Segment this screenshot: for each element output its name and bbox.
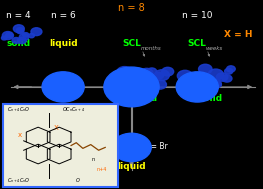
Circle shape (140, 68, 153, 77)
Circle shape (117, 67, 132, 78)
Circle shape (1, 36, 7, 40)
Circle shape (225, 68, 233, 74)
Circle shape (42, 72, 84, 102)
Text: $OC_nC_{n+4}$: $OC_nC_{n+4}$ (62, 105, 85, 114)
Circle shape (176, 72, 218, 102)
Text: $C_{n+4}C_nO$: $C_{n+4}C_nO$ (7, 105, 30, 114)
Circle shape (17, 28, 24, 33)
Circle shape (104, 67, 159, 107)
Circle shape (216, 73, 228, 81)
Text: n+4: n+4 (96, 167, 107, 172)
Circle shape (213, 82, 221, 88)
Circle shape (199, 64, 212, 74)
Circle shape (12, 37, 20, 43)
Text: $O$: $O$ (75, 177, 80, 184)
Text: liquid: liquid (49, 39, 77, 48)
Text: X = H: X = H (224, 29, 252, 39)
Circle shape (154, 72, 164, 79)
Circle shape (194, 77, 208, 87)
Circle shape (132, 80, 141, 87)
Circle shape (6, 33, 13, 38)
Circle shape (31, 28, 42, 36)
Text: solid: solid (198, 94, 222, 103)
Circle shape (162, 67, 174, 76)
Text: n = 4: n = 4 (6, 11, 31, 20)
Circle shape (126, 68, 135, 74)
Circle shape (17, 37, 26, 44)
Circle shape (13, 25, 24, 33)
Text: months: months (141, 46, 161, 51)
Circle shape (121, 73, 134, 83)
Circle shape (154, 70, 169, 81)
Circle shape (2, 32, 13, 40)
Text: n = 8: n = 8 (118, 3, 145, 12)
Text: solid: solid (6, 39, 31, 48)
Circle shape (222, 75, 232, 82)
Text: X = Br: X = Br (143, 142, 168, 151)
FancyBboxPatch shape (3, 104, 118, 187)
Circle shape (113, 70, 127, 81)
Text: SCL: SCL (122, 39, 141, 48)
Circle shape (19, 34, 29, 40)
Circle shape (154, 80, 166, 89)
Circle shape (137, 72, 149, 81)
Circle shape (227, 66, 235, 72)
Circle shape (184, 79, 197, 88)
Text: n: n (92, 157, 95, 162)
Circle shape (23, 33, 29, 37)
Text: SCL: SCL (188, 39, 207, 48)
Circle shape (147, 68, 157, 75)
Text: x: x (18, 132, 22, 138)
Circle shape (210, 80, 221, 88)
Circle shape (208, 69, 224, 80)
Text: n = 10: n = 10 (182, 11, 213, 20)
Text: $C_{n+4}C_nO$: $C_{n+4}C_nO$ (7, 176, 30, 185)
Text: X: X (54, 125, 59, 131)
Circle shape (29, 34, 34, 38)
Circle shape (112, 133, 151, 162)
Circle shape (188, 81, 199, 89)
Circle shape (177, 70, 193, 81)
Circle shape (17, 29, 24, 34)
Text: n = 6: n = 6 (51, 11, 75, 20)
Text: weeks: weeks (206, 46, 223, 51)
Text: liquid: liquid (117, 162, 146, 171)
Text: solid: solid (134, 94, 158, 103)
